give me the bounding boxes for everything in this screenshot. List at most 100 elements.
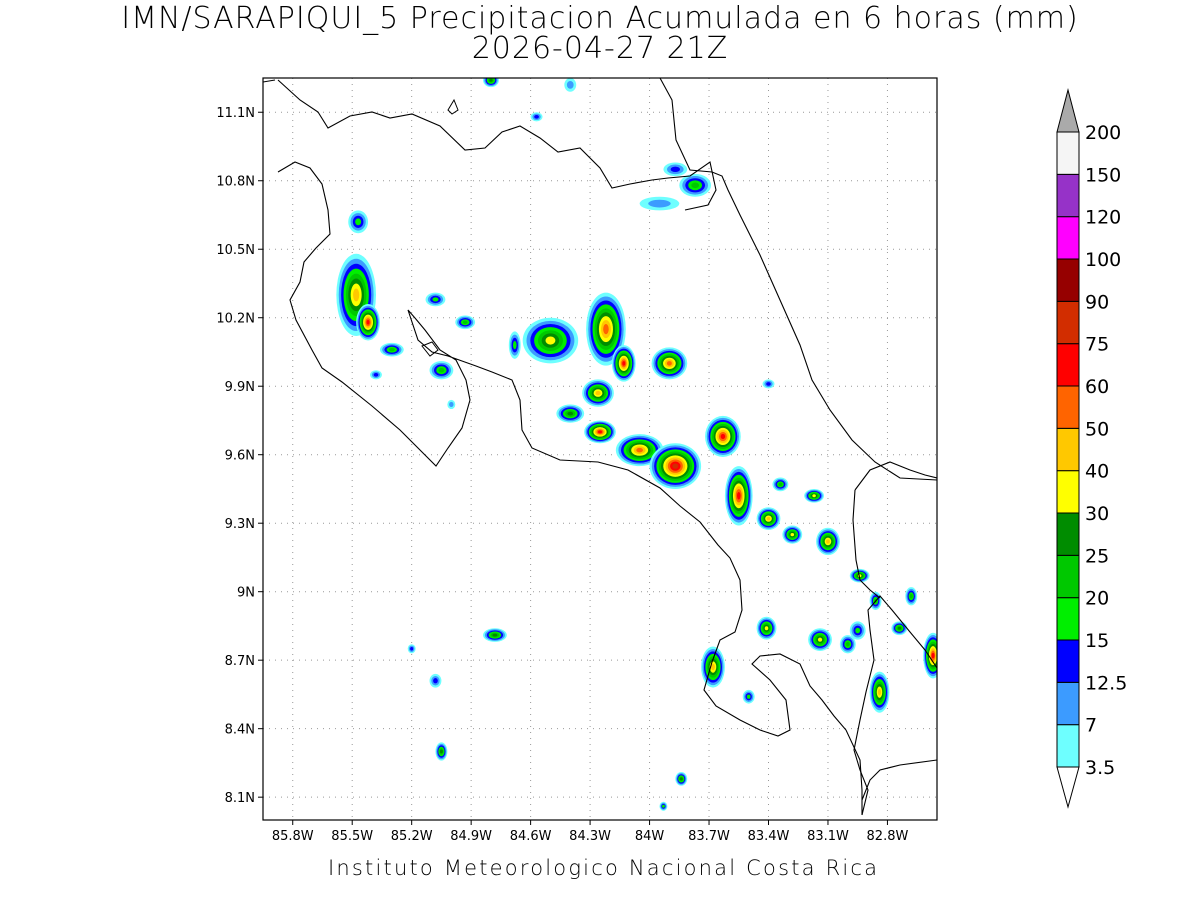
precip-contour xyxy=(826,539,830,544)
colorbar-segment xyxy=(1056,427,1080,472)
colorbar-label: 200 xyxy=(1085,122,1121,144)
lat-tick-label: 8.4N xyxy=(225,723,255,738)
precip-cell xyxy=(483,78,499,88)
precip-cell xyxy=(522,317,579,364)
colorbar-label: 75 xyxy=(1085,334,1109,356)
coastline-lake-nicaragua xyxy=(263,79,276,83)
coastline-panama-north xyxy=(854,461,937,491)
precip-contour xyxy=(931,652,935,659)
colorbar: 3.5 7 12.5 15 20 25 30 40 50 60 75 90 100 120 150 200 xyxy=(1056,88,1127,809)
precip-cell xyxy=(675,772,688,786)
lon-tick-label: 82.8W xyxy=(867,829,909,844)
lon-tick-label: 83.4W xyxy=(748,829,790,844)
precip-cell xyxy=(705,415,741,457)
precip-contour xyxy=(603,324,609,335)
precip-cell xyxy=(923,632,937,679)
precip-cell xyxy=(429,673,442,688)
colorbar-label: 150 xyxy=(1085,164,1121,186)
precip-contour xyxy=(679,777,683,781)
map-subtitle-datetime: 2026-04-27 21Z xyxy=(471,31,729,66)
lon-tick-label: 85.5W xyxy=(331,829,373,844)
colorbar-label: 60 xyxy=(1085,376,1109,398)
precip-cell xyxy=(651,347,688,380)
precip-contour xyxy=(462,320,468,324)
colorbar-segment xyxy=(1056,512,1080,556)
precip-cell xyxy=(615,434,664,467)
precip-contour xyxy=(489,78,493,82)
precip-cell xyxy=(611,345,636,382)
precip-cell xyxy=(483,628,507,642)
latitude-axis: 11.1N 10.8N 10.5N 10.2N 9.9N 9.6N 9.3N 9N 8.7N 8.… xyxy=(216,106,263,806)
footer-credit: Instituto Meteorologico Nacional Costa R… xyxy=(328,856,880,880)
precip-contour xyxy=(438,367,445,373)
precip-cell xyxy=(508,331,521,359)
map-title: IMN/SARAPIQUI_5 Precipitacion Acumulada … xyxy=(121,1,1079,36)
coastline-north-caribbean xyxy=(277,79,717,211)
precip-cell xyxy=(905,587,918,606)
precip-contour xyxy=(622,361,626,366)
lon-tick-label: 84.6W xyxy=(510,829,552,844)
lon-tick-label: 84.9W xyxy=(450,829,492,844)
coastlines xyxy=(263,78,937,816)
precip-cell xyxy=(701,646,725,688)
precip-cell xyxy=(370,370,382,380)
lon-tick-label: 85.8W xyxy=(272,829,314,844)
colorbar-segment xyxy=(1056,554,1080,599)
lon-tick-label: 84.3W xyxy=(569,829,611,844)
precip-cell xyxy=(447,399,456,410)
precip-cell xyxy=(756,616,777,640)
precip-cell xyxy=(379,342,404,357)
lon-tick-label: 83.7W xyxy=(688,829,730,844)
precip-contour xyxy=(877,688,882,696)
colorbar-label: 40 xyxy=(1085,461,1109,483)
precip-contour xyxy=(691,182,700,189)
precip-contour xyxy=(661,804,665,808)
precip-contour xyxy=(746,694,751,699)
precip-cell xyxy=(724,466,753,526)
precip-contour xyxy=(566,80,574,89)
precip-cell xyxy=(816,527,840,556)
lat-tick-label: 11.1N xyxy=(216,106,255,121)
colorbar-label: 12.5 xyxy=(1085,672,1127,694)
precip-contour xyxy=(666,361,672,366)
precip-contour xyxy=(766,516,771,521)
lon-tick-label: 84W xyxy=(635,829,665,844)
precip-contour xyxy=(534,115,539,119)
map-frame xyxy=(262,77,938,821)
colorbar-segment xyxy=(1056,639,1080,683)
coastline-nicaragua-east xyxy=(659,78,937,481)
precip-contour xyxy=(845,641,850,647)
colorbar-upper-arrow xyxy=(1056,88,1080,133)
precip-contour xyxy=(449,401,454,408)
precipitation-field xyxy=(336,78,937,811)
colorbar-label: 7 xyxy=(1085,715,1097,737)
colorbar-label: 20 xyxy=(1085,588,1109,610)
lat-tick-label: 8.1N xyxy=(225,791,255,806)
precip-contour xyxy=(373,373,379,377)
precip-cell xyxy=(663,162,688,177)
precip-cell xyxy=(455,315,476,330)
precip-contour xyxy=(595,390,601,396)
island-ometepe xyxy=(447,98,459,115)
precip-contour xyxy=(812,494,816,498)
lat-tick-label: 9N xyxy=(237,586,255,601)
precip-contour xyxy=(636,447,643,453)
precip-cell xyxy=(356,304,380,341)
colorbar-label: 3.5 xyxy=(1085,757,1115,779)
precip-cell xyxy=(756,507,781,531)
colorbar-label: 15 xyxy=(1085,630,1109,652)
precip-contour xyxy=(439,749,443,754)
precip-contour xyxy=(410,646,414,651)
colorbar-segment xyxy=(1056,597,1080,641)
precip-cell xyxy=(348,210,369,234)
lon-tick-label: 85.2W xyxy=(391,829,433,844)
colorbar-label: 120 xyxy=(1085,207,1121,229)
colorbar-lower-arrow xyxy=(1056,766,1080,809)
precip-cell xyxy=(586,292,626,366)
precip-contour xyxy=(737,492,741,500)
precip-contour xyxy=(897,626,901,630)
lat-tick-label: 10.2N xyxy=(216,312,255,327)
precip-contour xyxy=(492,633,498,637)
colorbar-segment xyxy=(1056,131,1080,175)
precip-cell xyxy=(869,671,890,713)
